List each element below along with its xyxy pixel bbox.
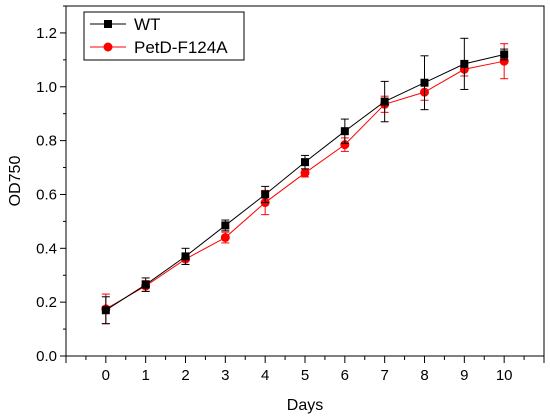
data-point-wt [301,158,309,167]
data-point-petd [499,56,509,66]
data-point-wt [101,306,110,315]
data-point-wt [380,97,389,106]
x-tick-label: 9 [460,367,468,384]
legend: WT PetD-F124A [83,11,245,61]
y-tick-label: 0.0 [36,348,57,365]
x-tick-label: 8 [420,367,428,384]
y-tick-label: 0.4 [36,240,57,257]
series-wt [101,37,509,325]
x-tick-label: 0 [102,367,110,384]
data-point-wt [340,127,349,136]
legend-marker-wt [104,20,112,28]
y-tick-label: 0.2 [36,294,57,311]
x-tick-label: 5 [301,367,309,384]
y-tick-label: 1.0 [36,79,57,96]
data-point-petd [300,168,310,178]
y-axis-ticks: 0.0 0.2 0.4 0.6 0.8 1.0 1.2 [36,5,66,365]
x-tick-label: 1 [141,367,149,384]
x-tick-label: 4 [261,367,269,384]
data-point-wt [460,59,469,68]
data-point-petd [220,233,230,243]
data-point-wt [261,190,270,199]
x-tick-label: 2 [181,367,189,384]
series-petd [101,43,509,325]
x-tick-label: 6 [341,367,349,384]
data-point-wt [420,78,429,87]
series-line-petd [105,60,505,310]
y-tick-label: 1.2 [36,25,57,42]
y-axis-title: OD750 [7,156,24,207]
data-point-petd [340,140,350,150]
legend-label-wt: WT [134,15,160,34]
x-tick-label: 3 [221,367,229,384]
y-tick-label: 0.8 [36,133,57,150]
series-line-wt [105,53,505,311]
data-point-wt [500,50,509,59]
x-tick-label: 10 [496,367,513,384]
legend-label-petd: PetD-F124A [134,38,228,57]
data-point-wt [141,280,150,289]
legend-marker-petd [103,42,113,52]
y-tick-label: 0.6 [36,186,57,203]
x-tick-label: 7 [380,367,388,384]
data-point-wt [181,252,190,261]
series-layer [101,37,509,325]
x-axis-title: Days [287,397,323,414]
x-axis-ticks: 0 1 2 3 4 5 6 7 8 9 10 [65,356,545,384]
data-point-wt [221,221,230,230]
